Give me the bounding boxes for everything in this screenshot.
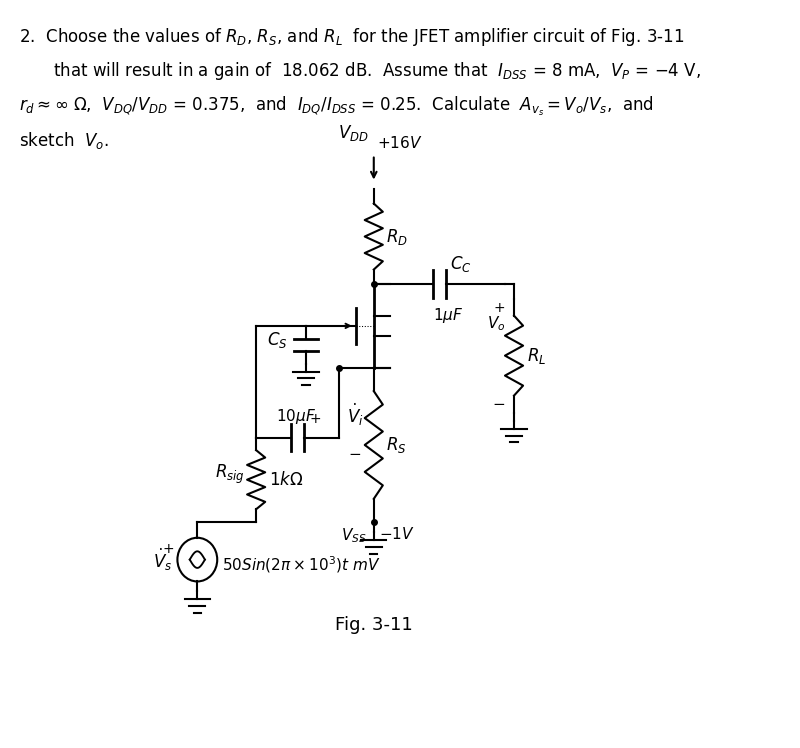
Text: $+$: $+$ — [309, 411, 321, 426]
Text: that will result in a gain of  18.062 dB.  Assume that  $I_{DSS}$ = 8 mA,  $V_P$: that will result in a gain of 18.062 dB.… — [53, 61, 701, 82]
Text: $+$: $+$ — [493, 301, 505, 316]
Text: $-$: $-$ — [349, 446, 362, 461]
Text: $V_{SS}$: $V_{SS}$ — [341, 526, 366, 545]
Text: $-1V$: $-1V$ — [379, 526, 415, 542]
Text: $V_o$: $V_o$ — [486, 314, 505, 333]
Text: $-$: $-$ — [492, 395, 505, 411]
Text: sketch  $V_o$.: sketch $V_o$. — [19, 130, 109, 151]
Text: $1k\Omega$: $1k\Omega$ — [269, 470, 303, 488]
Text: $+16V$: $+16V$ — [378, 135, 423, 150]
Text: Fig. 3-11: Fig. 3-11 — [335, 616, 413, 634]
Text: $R_L$: $R_L$ — [526, 346, 546, 366]
Text: $+$: $+$ — [162, 542, 174, 556]
Text: 2.  Choose the values of $R_D$, $R_S$, and $R_L$  for the JFET amplifier circuit: 2. Choose the values of $R_D$, $R_S$, an… — [19, 25, 684, 48]
Text: $R_S$: $R_S$ — [386, 435, 407, 455]
Text: $r_d \approx \infty$ Ω,  $V_{DQ}/V_{DD}$ = 0.375,  and  $I_{DQ}/I_{DSS}$ = 0.25.: $r_d \approx \infty$ Ω, $V_{DQ}/V_{DD}$ … — [19, 95, 654, 118]
Text: $1\mu F$: $1\mu F$ — [433, 305, 463, 325]
Text: $\dot{V}_i$: $\dot{V}_i$ — [346, 402, 363, 428]
Text: $V_{DD}$: $V_{DD}$ — [338, 123, 368, 143]
Text: $R_{sig}$: $R_{sig}$ — [215, 463, 246, 486]
Text: $10\mu F$: $10\mu F$ — [276, 407, 316, 426]
Text: $50Sin(2\pi \times 10^3)t\ mV$: $50Sin(2\pi \times 10^3)t\ mV$ — [222, 554, 380, 575]
Text: $\dot{V}_s$: $\dot{V}_s$ — [153, 547, 172, 573]
Text: $C_S$: $C_S$ — [267, 330, 288, 350]
Text: $C_C$: $C_C$ — [450, 254, 471, 274]
Text: $R_D$: $R_D$ — [386, 227, 408, 247]
